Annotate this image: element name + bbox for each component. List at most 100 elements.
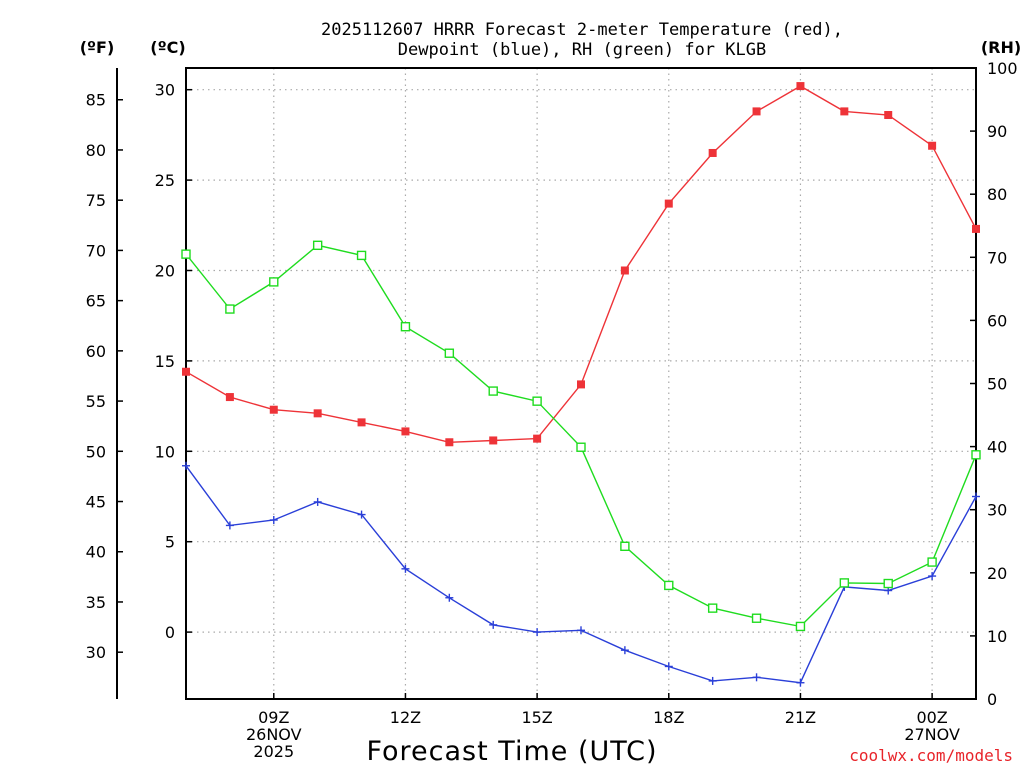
celsius-tick-label: 15 bbox=[155, 352, 175, 371]
celsius-tick-label: 25 bbox=[155, 171, 175, 190]
rh-point bbox=[532, 396, 542, 406]
fahrenheit-tick-label: 80 bbox=[86, 141, 106, 160]
rh-tick-label: 60 bbox=[987, 311, 1007, 330]
grid-lines bbox=[186, 68, 976, 699]
time-tick-label: 26NOV bbox=[246, 725, 302, 744]
celsius-tick-label: 0 bbox=[165, 623, 175, 642]
temperature-point bbox=[928, 141, 937, 150]
rh-tick-label: 100 bbox=[987, 59, 1018, 78]
fahrenheit-tick-label: 85 bbox=[86, 91, 106, 110]
temperature-series bbox=[182, 82, 980, 447]
rh-point bbox=[839, 578, 850, 588]
time-tick-label: 00Z bbox=[916, 708, 947, 727]
temperature-point bbox=[884, 111, 893, 120]
rh-ticks: 0 10 20 30 40 50 60 70 80 90 100 bbox=[970, 59, 1018, 709]
fahrenheit-tick-label: 55 bbox=[86, 392, 106, 411]
temperature-point bbox=[445, 438, 454, 447]
celsius-tick-label: 20 bbox=[155, 261, 175, 280]
x-axis-label: Forecast Time (UTC) bbox=[366, 736, 657, 767]
temperature-point bbox=[708, 148, 717, 157]
temperature-point bbox=[664, 199, 673, 208]
temperature-point bbox=[357, 418, 366, 427]
rh-point bbox=[312, 240, 323, 251]
rh-point bbox=[927, 557, 937, 567]
rh-line bbox=[185, 244, 977, 628]
rh-tick-label: 10 bbox=[987, 627, 1007, 646]
dewpoint-point bbox=[664, 662, 673, 671]
fahrenheit-tick-label: 30 bbox=[86, 643, 106, 662]
rh-tick-label: 90 bbox=[987, 122, 1007, 141]
rh-point bbox=[795, 621, 806, 632]
rh-point bbox=[269, 277, 279, 287]
dewpoint-point bbox=[182, 461, 190, 470]
dewpoint-point bbox=[489, 620, 498, 629]
rh-point bbox=[751, 613, 762, 623]
fahrenheit-tick-label: 60 bbox=[86, 342, 106, 361]
rh-point bbox=[181, 249, 191, 259]
dewpoint-point bbox=[796, 678, 805, 687]
rh-point bbox=[356, 250, 367, 261]
temperature-point bbox=[401, 427, 410, 436]
fahrenheit-tick-label: 75 bbox=[86, 191, 106, 210]
rh-series bbox=[181, 240, 981, 632]
rh-tick-label: 30 bbox=[987, 501, 1007, 520]
celsius-ticks: 0 5 10 15 20 25 30 bbox=[155, 81, 192, 642]
time-tick-label: 15Z bbox=[521, 708, 552, 727]
celsius-tick-label: 5 bbox=[165, 533, 175, 552]
fahrenheit-tick-label: 70 bbox=[86, 241, 106, 260]
dewpoint-point bbox=[313, 497, 322, 506]
fahrenheit-ticks: 30 35 40 45 50 55 60 65 70 75 80 85 bbox=[86, 91, 123, 662]
time-tick-label: 09Z bbox=[258, 708, 289, 727]
fahrenheit-tick-label: 65 bbox=[86, 292, 106, 311]
time-tick-label: 2025 bbox=[253, 742, 294, 761]
rh-unit-label: (RH) bbox=[981, 38, 1021, 57]
dewpoint-point bbox=[577, 626, 585, 635]
temperature-point bbox=[489, 436, 498, 445]
temperature-point bbox=[182, 367, 190, 376]
rh-tick-label: 20 bbox=[987, 564, 1007, 583]
rh-point bbox=[883, 578, 893, 589]
chart-title-line-1: 2025112607 HRRR Forecast 2-meter Tempera… bbox=[321, 20, 843, 40]
rh-point bbox=[225, 304, 235, 314]
rh-point bbox=[488, 386, 498, 396]
fahrenheit-tick-label: 50 bbox=[86, 442, 106, 461]
dewpoint-point bbox=[269, 516, 278, 525]
dewpoint-point bbox=[357, 510, 366, 519]
dewpoint-point bbox=[225, 521, 234, 530]
dewpoint-point bbox=[401, 564, 410, 573]
temperature-point bbox=[225, 393, 234, 402]
fahrenheit-tick-label: 40 bbox=[86, 543, 106, 562]
rh-tick-label: 40 bbox=[987, 438, 1007, 457]
title-group: 2025112607 HRRR Forecast 2-meter Tempera… bbox=[321, 20, 843, 60]
time-tick-label: 21Z bbox=[785, 708, 816, 727]
temperature-point bbox=[972, 224, 980, 233]
time-tick-label: 12Z bbox=[390, 708, 421, 727]
celsius-unit-label: (ºC) bbox=[150, 38, 185, 57]
temperature-point bbox=[533, 434, 542, 443]
dewpoint-point bbox=[972, 492, 980, 501]
temperature-point bbox=[313, 409, 322, 418]
dewpoint-series bbox=[182, 461, 980, 687]
dewpoint-line bbox=[185, 465, 977, 684]
dewpoint-point bbox=[708, 676, 717, 685]
dewpoint-point bbox=[752, 673, 761, 682]
rh-point bbox=[620, 541, 630, 551]
fahrenheit-unit-label: (ºF) bbox=[80, 38, 115, 57]
plot-area bbox=[181, 82, 981, 687]
rh-point bbox=[971, 450, 981, 460]
temperature-point bbox=[620, 266, 629, 275]
temperature-point bbox=[577, 380, 585, 389]
dewpoint-point bbox=[445, 593, 454, 602]
celsius-tick-label: 10 bbox=[155, 442, 175, 461]
temperature-point bbox=[752, 107, 761, 116]
rh-tick-label: 50 bbox=[987, 375, 1007, 394]
fahrenheit-tick-label: 35 bbox=[86, 593, 106, 612]
dewpoint-point bbox=[533, 628, 542, 637]
rh-point bbox=[576, 442, 586, 452]
chart-title-line-2: Dewpoint (blue), RH (green) for KLGB bbox=[398, 40, 766, 60]
rh-tick-label: 0 bbox=[987, 690, 997, 709]
rh-tick-label: 80 bbox=[987, 185, 1007, 204]
time-tick-label: 27NOV bbox=[904, 725, 960, 744]
